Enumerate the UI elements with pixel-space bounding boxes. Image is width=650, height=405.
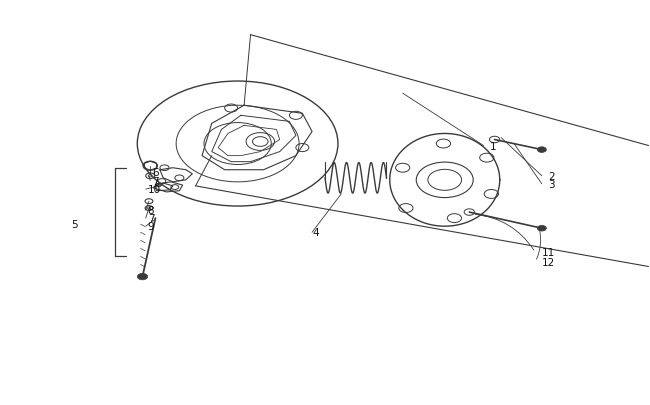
Text: 5: 5 (72, 220, 78, 230)
Text: 7: 7 (152, 176, 159, 186)
Text: 4: 4 (312, 228, 318, 238)
Text: 2: 2 (549, 171, 555, 181)
Text: 7: 7 (148, 213, 154, 224)
Text: 8: 8 (148, 206, 154, 215)
Circle shape (137, 274, 148, 280)
Circle shape (538, 147, 547, 153)
Text: 9: 9 (148, 222, 154, 232)
Text: 1: 1 (490, 141, 497, 151)
Text: 12: 12 (542, 257, 555, 267)
Text: 3: 3 (549, 179, 555, 190)
Text: 10: 10 (148, 185, 161, 195)
Circle shape (538, 226, 547, 232)
Text: 11: 11 (542, 248, 555, 258)
Text: 6: 6 (152, 167, 159, 177)
